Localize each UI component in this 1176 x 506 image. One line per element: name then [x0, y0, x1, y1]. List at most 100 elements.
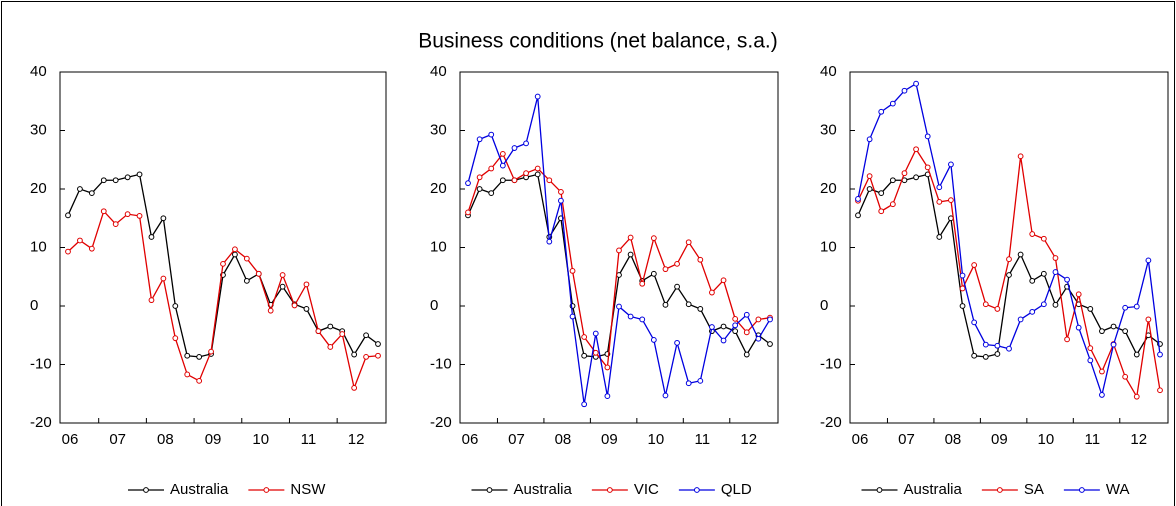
point: [232, 251, 238, 258]
y-tick-label: -20: [30, 414, 52, 431]
point: [971, 262, 978, 268]
point: [913, 80, 919, 87]
point: [982, 301, 989, 308]
point: [88, 245, 95, 252]
point: [924, 133, 931, 140]
point: [685, 239, 692, 246]
point: [743, 311, 750, 318]
x-tick-label: 10: [252, 431, 269, 448]
point: [855, 196, 861, 202]
point: [1075, 324, 1082, 331]
chart-title: Business conditions (net balance, s.a.): [418, 30, 778, 53]
point: [184, 352, 191, 359]
point: [303, 281, 310, 288]
point: [913, 174, 919, 181]
point: [1122, 328, 1129, 335]
point: [767, 341, 773, 347]
x-tick-label: 09: [601, 431, 618, 448]
point: [148, 234, 155, 240]
point: [1052, 301, 1059, 308]
point: [1029, 231, 1036, 237]
point: [755, 316, 762, 323]
point: [65, 212, 71, 219]
point: [994, 351, 1001, 357]
x-tick-label: 06: [62, 431, 79, 448]
point: [499, 151, 506, 157]
point: [866, 136, 873, 143]
point: [994, 306, 1001, 312]
x-tick-label: 07: [508, 431, 525, 448]
point: [136, 171, 143, 178]
legend-marker: [143, 487, 149, 493]
point: [534, 165, 541, 172]
point: [592, 349, 599, 356]
point: [720, 277, 727, 284]
point: [327, 344, 334, 350]
y-tick-label: 40: [30, 63, 47, 80]
point: [1087, 306, 1094, 312]
point: [499, 162, 506, 169]
legend-label: WA: [1106, 481, 1130, 498]
y-tick-label: 0: [30, 297, 38, 314]
x-tick-label: 06: [852, 431, 869, 448]
point: [1157, 387, 1163, 394]
y-tick-label: 30: [430, 121, 447, 138]
point: [592, 330, 599, 337]
point: [476, 174, 483, 181]
point: [1052, 255, 1059, 261]
legend-label: Australia: [170, 481, 229, 498]
point: [855, 212, 861, 219]
x-tick-label: 12: [1130, 431, 1147, 448]
point: [732, 315, 739, 322]
point: [1006, 256, 1012, 263]
point: [1075, 291, 1082, 298]
point: [172, 303, 179, 309]
point: [375, 341, 381, 347]
point: [1029, 308, 1036, 315]
legend-label: Australia: [514, 481, 573, 498]
point: [685, 380, 692, 387]
point: [327, 323, 334, 330]
point: [616, 247, 622, 254]
point: [243, 255, 250, 262]
legend-label: NSW: [290, 481, 326, 498]
point: [488, 190, 495, 196]
point: [243, 277, 250, 284]
y-tick-label: -20: [430, 414, 452, 431]
point: [662, 266, 669, 273]
point: [959, 272, 966, 279]
point: [65, 248, 71, 255]
y-tick-label: 20: [430, 180, 447, 197]
point: [232, 246, 238, 253]
legend-marker: [876, 487, 883, 493]
x-tick-label: 11: [695, 431, 711, 448]
y-tick-label: 0: [820, 297, 828, 314]
x-tick-label: 11: [1085, 431, 1101, 448]
point: [866, 173, 873, 180]
point: [982, 353, 989, 360]
point: [315, 328, 322, 335]
point: [616, 303, 622, 310]
point: [697, 256, 704, 263]
point: [685, 301, 692, 308]
point: [476, 136, 483, 143]
x-tick-label: 06: [462, 431, 479, 448]
point: [351, 351, 358, 358]
y-tick-label: 40: [430, 63, 447, 80]
point: [1029, 277, 1036, 284]
y-tick-label: -10: [430, 355, 452, 372]
point: [1040, 235, 1047, 242]
point: [339, 331, 346, 337]
point: [878, 108, 885, 115]
point: [1145, 316, 1152, 323]
point: [511, 177, 518, 184]
point: [720, 323, 727, 330]
point: [913, 146, 919, 153]
legend-marker: [996, 487, 1003, 493]
point: [1122, 304, 1129, 311]
point: [523, 170, 529, 177]
y-tick-label: 30: [820, 121, 837, 138]
y-tick-label: -10: [30, 355, 52, 372]
point: [279, 283, 286, 290]
point: [936, 184, 943, 191]
